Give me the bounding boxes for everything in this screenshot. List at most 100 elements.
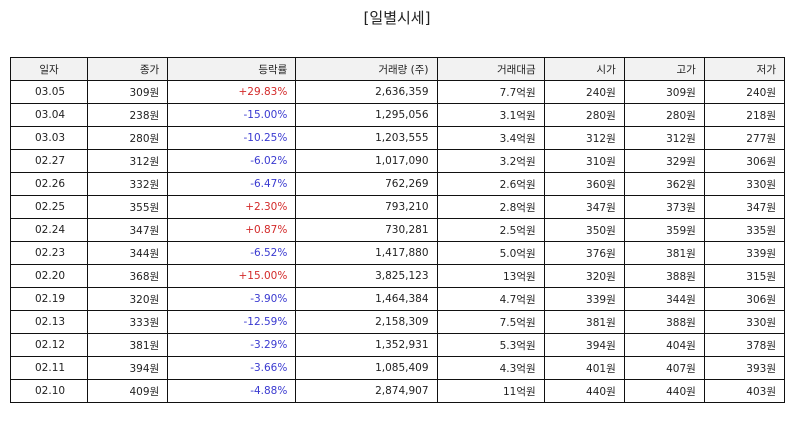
cell-volume: 1,085,409 bbox=[295, 356, 438, 380]
cell-low: 339원 bbox=[703, 241, 786, 265]
cell-low: 378원 bbox=[703, 333, 786, 357]
cell-low: 393원 bbox=[703, 356, 786, 380]
header-low: 저가 bbox=[703, 57, 786, 81]
cell-open: 339원 bbox=[543, 287, 625, 311]
daily-price-table: 일자 종가 등락률 거래량 (주) 거래대금 시가 고가 저가 03.05 309… bbox=[9, 57, 786, 403]
cell-close: 344원 bbox=[87, 241, 169, 265]
cell-close: 309원 bbox=[87, 80, 169, 104]
cell-volume: 1,464,384 bbox=[295, 287, 438, 311]
cell-change-rate: -3.90% bbox=[167, 287, 297, 311]
cell-close: 320원 bbox=[87, 287, 169, 311]
cell-high: 362원 bbox=[623, 172, 705, 196]
cell-low: 306원 bbox=[703, 149, 786, 173]
cell-open: 394원 bbox=[543, 333, 625, 357]
table-row: 03.05 309원 +29.83% 2,636,359 7.7억원 240원 309원 24… bbox=[9, 80, 786, 104]
cell-volume: 762,269 bbox=[295, 172, 438, 196]
table-header-row: 일자 종가 등락률 거래량 (주) 거래대금 시가 고가 저가 bbox=[9, 57, 786, 81]
table-row: 02.13 333원 -12.59% 2,158,309 7.5억원 381원 388원 33… bbox=[9, 310, 786, 334]
cell-high: 407원 bbox=[623, 356, 705, 380]
cell-trade-value: 7.5억원 bbox=[436, 310, 545, 334]
cell-high: 404원 bbox=[623, 333, 705, 357]
cell-close: 347원 bbox=[87, 218, 169, 242]
cell-trade-value: 11억원 bbox=[436, 379, 545, 403]
cell-volume: 1,295,056 bbox=[295, 103, 438, 127]
cell-trade-value: 3.4억원 bbox=[436, 126, 545, 150]
cell-low: 240원 bbox=[703, 80, 786, 104]
cell-date: 02.25 bbox=[9, 195, 89, 219]
table-row: 02.24 347원 +0.87% 730,281 2.5억원 350원 359원 335원 bbox=[9, 218, 786, 242]
cell-date: 02.12 bbox=[9, 333, 89, 357]
header-date: 일자 bbox=[9, 57, 89, 81]
cell-trade-value: 2.8억원 bbox=[436, 195, 545, 219]
cell-date: 02.23 bbox=[9, 241, 89, 265]
cell-open: 360원 bbox=[543, 172, 625, 196]
cell-volume: 793,210 bbox=[295, 195, 438, 219]
cell-high: 280원 bbox=[623, 103, 705, 127]
table-row: 02.10 409원 -4.88% 2,874,907 11억원 440원 440원 403원 bbox=[9, 379, 786, 403]
cell-open: 312원 bbox=[543, 126, 625, 150]
cell-close: 381원 bbox=[87, 333, 169, 357]
cell-change-rate: -12.59% bbox=[167, 310, 297, 334]
cell-open: 401원 bbox=[543, 356, 625, 380]
cell-close: 409원 bbox=[87, 379, 169, 403]
cell-close: 368원 bbox=[87, 264, 169, 288]
table-row: 02.19 320원 -3.90% 1,464,384 4.7억원 339원 344원 306… bbox=[9, 287, 786, 311]
cell-low: 403원 bbox=[703, 379, 786, 403]
cell-high: 388원 bbox=[623, 310, 705, 334]
cell-trade-value: 4.3억원 bbox=[436, 356, 545, 380]
cell-trade-value: 5.0억원 bbox=[436, 241, 545, 265]
page-title: [일별시세] bbox=[363, 9, 431, 27]
cell-close: 355원 bbox=[87, 195, 169, 219]
cell-date: 02.26 bbox=[9, 172, 89, 196]
cell-date: 02.27 bbox=[9, 149, 89, 173]
header-high: 고가 bbox=[623, 57, 705, 81]
cell-volume: 730,281 bbox=[295, 218, 438, 242]
cell-close: 280원 bbox=[87, 126, 169, 150]
table-row: 02.11 394원 -3.66% 1,085,409 4.3억원 401원 407원 393… bbox=[9, 356, 786, 380]
cell-date: 02.24 bbox=[9, 218, 89, 242]
cell-date: 02.19 bbox=[9, 287, 89, 311]
cell-high: 344원 bbox=[623, 287, 705, 311]
cell-close: 332원 bbox=[87, 172, 169, 196]
cell-open: 350원 bbox=[543, 218, 625, 242]
cell-high: 312원 bbox=[623, 126, 705, 150]
cell-open: 240원 bbox=[543, 80, 625, 104]
cell-change-rate: -15.00% bbox=[167, 103, 297, 127]
cell-change-rate: -10.25% bbox=[167, 126, 297, 150]
cell-trade-value: 3.2억원 bbox=[436, 149, 545, 173]
cell-change-rate: -3.66% bbox=[167, 356, 297, 380]
table-row: 02.23 344원 -6.52% 1,417,880 5.0억원 376원 381원 339… bbox=[9, 241, 786, 265]
cell-close: 394원 bbox=[87, 356, 169, 380]
cell-low: 315원 bbox=[703, 264, 786, 288]
cell-low: 330원 bbox=[703, 172, 786, 196]
cell-low: 335원 bbox=[703, 218, 786, 242]
cell-open: 376원 bbox=[543, 241, 625, 265]
header-change-rate: 등락률 bbox=[167, 57, 297, 81]
cell-change-rate: +2.30% bbox=[167, 195, 297, 219]
cell-change-rate: -3.29% bbox=[167, 333, 297, 357]
table-row: 02.20 368원 +15.00% 3,825,123 13억원 320원 388원 315… bbox=[9, 264, 786, 288]
cell-date: 02.10 bbox=[9, 379, 89, 403]
cell-high: 373원 bbox=[623, 195, 705, 219]
cell-open: 347원 bbox=[543, 195, 625, 219]
cell-volume: 1,017,090 bbox=[295, 149, 438, 173]
cell-low: 277원 bbox=[703, 126, 786, 150]
header-open: 시가 bbox=[543, 57, 625, 81]
cell-date: 02.20 bbox=[9, 264, 89, 288]
cell-trade-value: 2.6억원 bbox=[436, 172, 545, 196]
cell-volume: 1,417,880 bbox=[295, 241, 438, 265]
cell-volume: 1,203,555 bbox=[295, 126, 438, 150]
cell-change-rate: -6.02% bbox=[167, 149, 297, 173]
cell-change-rate: -6.52% bbox=[167, 241, 297, 265]
cell-low: 330원 bbox=[703, 310, 786, 334]
cell-trade-value: 4.7억원 bbox=[436, 287, 545, 311]
cell-open: 320원 bbox=[543, 264, 625, 288]
cell-volume: 3,825,123 bbox=[295, 264, 438, 288]
cell-low: 218원 bbox=[703, 103, 786, 127]
cell-volume: 2,158,309 bbox=[295, 310, 438, 334]
table-row: 02.26 332원 -6.47% 762,269 2.6억원 360원 362원 330원 bbox=[9, 172, 786, 196]
cell-volume: 2,874,907 bbox=[295, 379, 438, 403]
cell-change-rate: +15.00% bbox=[167, 264, 297, 288]
cell-volume: 2,636,359 bbox=[295, 80, 438, 104]
cell-change-rate: -4.88% bbox=[167, 379, 297, 403]
